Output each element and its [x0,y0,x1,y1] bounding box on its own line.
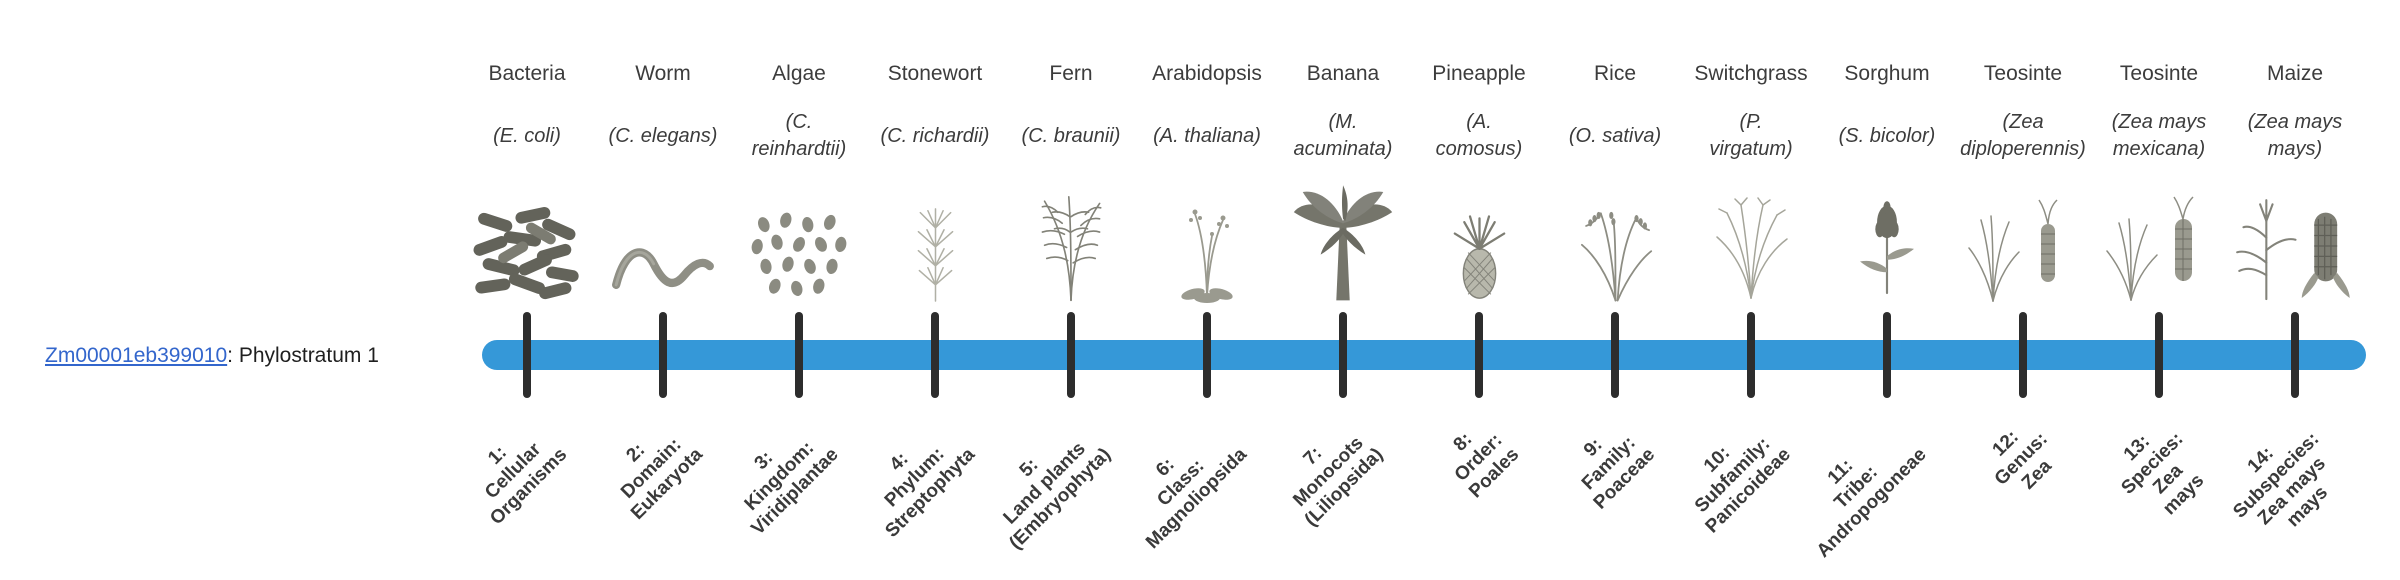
organism-latin-name: (S. bicolor) [1838,124,1936,147]
organism-name: Bacteria [488,62,566,85]
stratum-label-text: 12: Genus: Zea [1988,426,2056,494]
organism-latin-name: (Zea diploperennis) [1960,111,2086,160]
organism-column: Switchgrass (P. virgatum) 10: Subfamily: … [1681,0,1821,580]
stratum-label-text: 1: Cellular Organisms [480,439,571,530]
gene-id-link[interactable]: Zm00001eb399010 [45,344,228,367]
timeline-tick [795,312,803,398]
organism-column: Teosinte (Zea mays mexicana) 13: Species:… [2089,0,2229,580]
stratum-label-text: 4: Phylum: Streptophyta [880,443,979,542]
organism-name: Switchgrass [1694,62,1808,85]
organism-name: Worm [635,62,691,85]
teosinte-mexicana-icon [2089,176,2229,306]
timeline-tick [1067,312,1075,398]
timeline-tick [1747,312,1755,398]
arabidopsis-icon [1137,176,1277,306]
timeline-tick [931,312,939,398]
organism-latin-name: (A. thaliana) [1153,124,1261,147]
organism-column: Sorghum (S. bicolor) 11: Tribe: Andropog… [1813,0,1957,580]
gene-label-suffix: : Phylostratum 1 [227,344,379,367]
timeline-tick [2019,312,2027,398]
organism-latin-name: (C. braunii) [1021,124,1121,147]
organism-latin-name: (C. reinhardtii) [751,111,847,160]
organism-latin-name: (C. richardii) [880,124,990,147]
organism-column: Stonewort (C. richardii) 4: Phylum: Stre… [865,0,1005,580]
algae-icon [729,176,869,306]
maize-icon [2225,176,2365,306]
organism-latin-name: (O. sativa) [1568,124,1662,147]
organism-name: Teosinte [1983,62,2063,85]
organism-name: Pineapple [1432,62,1526,85]
timeline-tick [2155,312,2163,398]
timeline-tick [2291,312,2299,398]
timeline-tick [1203,312,1211,398]
stratum-label-text: 2: Domain: Eukaryota [617,434,707,524]
stratum-label-text: 13: Species: Zea mays [2117,428,2209,520]
gene-label: Zm00001eb399010: Phylostratum 1 [45,343,379,368]
organism-column: Rice (O. sativa) 9: Family: Poaceae [1545,0,1685,580]
teosinte-diploperennis-icon [1953,176,2093,306]
stratum-label-text: 3: Kingdom: Viridiplantae [741,437,843,540]
stratum-label-text: 14: Subspecies: Zea mays mays [2229,428,2333,532]
banana-icon [1273,176,1413,306]
stratum-label-text: 7: Monocots (Liliopsida) [1289,432,1387,531]
stratum-label-text: 8: Order: Poales [1449,428,1523,503]
organism-column: Teosinte (Zea diploperennis) 12: Genus: Z… [1953,0,2093,580]
switchgrass-icon [1681,176,1821,306]
organism-latin-name: (M. acuminata) [1293,111,1393,160]
timeline-tick [659,312,667,398]
timeline-tick [523,312,531,398]
fern-icon [1001,176,1141,306]
timeline-tick [1475,312,1483,398]
organism-name: Teosinte [2119,62,2199,85]
organism-column: Pineapple (A. comosus) 8: Order: Poales [1409,0,1549,580]
rice-icon [1545,176,1685,306]
timeline-tick [1611,312,1619,398]
organism-column: Worm (C. elegans) 2: Domain: Eukaryota [593,0,733,580]
organism-name: Maize [2266,62,2324,85]
organism-name: Arabidopsis [1152,62,1262,85]
organism-column: Algae (C. reinhardtii) 3: Kingdom: Viridi… [729,0,869,580]
organism-column: Arabidopsis (A. thaliana) 6: Class: Magn… [1137,0,1277,580]
organism-name: Rice [1593,62,1636,85]
organism-latin-name: (Zea mays mays) [2247,111,2343,160]
timeline-tick [1339,312,1347,398]
worm-icon [593,176,733,306]
pineapple-icon [1409,176,1549,306]
organism-column: Banana (M. acuminata) 7: Monocots (Liliop… [1273,0,1413,580]
organism-name: Stonewort [887,62,983,85]
bacteria-icon [457,176,597,306]
organism-latin-name: (Zea mays mexicana) [2111,111,2207,160]
organism-name: Sorghum [1844,62,1930,85]
organism-column: Bacteria (E. coli) 1: Cellular Organisms [457,0,597,580]
organism-latin-name: (P. virgatum) [1709,111,1793,160]
timeline-tick [1883,312,1891,398]
organism-name: Algae [772,62,826,85]
organism-name: Fern [1049,62,1093,85]
organism-latin-name: (A. comosus) [1435,111,1523,160]
organism-column: Fern (C. braunii) 5: Land plants (Embryo… [999,0,1141,580]
stonewort-icon [865,176,1005,306]
stratum-label-text: 9: Family: Poaceae [1577,432,1659,514]
organism-latin-name: (E. coli) [493,124,561,147]
organism-name: Banana [1306,62,1380,85]
stratum-label-text: 10: Subfamily: Panicoideae [1691,433,1795,538]
sorghum-icon [1817,176,1957,306]
organism-latin-name: (C. elegans) [608,124,718,147]
organism-column: Maize (Zea mays mays) 14: Subspecies: Zea… [2225,0,2365,580]
